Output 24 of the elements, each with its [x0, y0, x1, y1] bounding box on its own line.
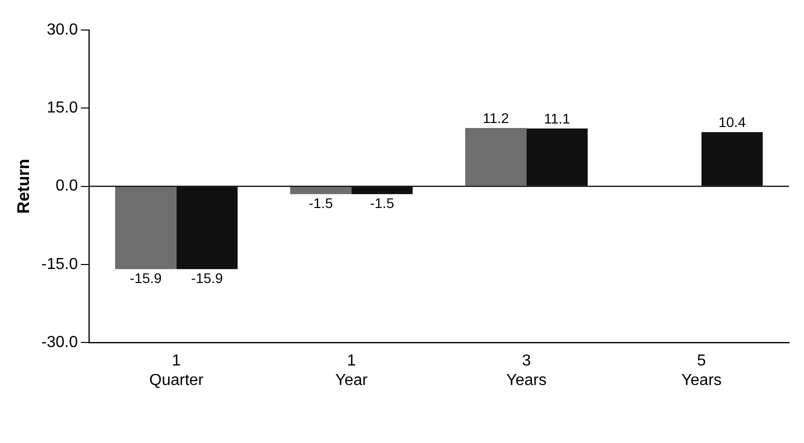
data-label: -1.5	[370, 194, 394, 211]
data-label: -15.9	[130, 270, 162, 286]
y-axis-title: Return	[14, 158, 33, 214]
y-tick-label: 15.0	[46, 100, 78, 117]
y-tick-label: 0.0	[56, 178, 78, 195]
data-label: -15.9	[191, 270, 224, 286]
data-label: 11.2	[482, 110, 510, 126]
data-label: 11.1	[544, 110, 570, 126]
bar	[176, 186, 238, 270]
x-tick-label: 1 Year	[335, 352, 368, 389]
data-label: -1.5	[308, 194, 334, 211]
bar	[526, 128, 588, 186]
x-tick-label: 3 Years	[506, 352, 547, 389]
x-tick-label: 5 Years	[681, 352, 722, 389]
bar	[701, 132, 763, 186]
bar	[115, 186, 176, 270]
bar	[465, 128, 526, 186]
x-tick-label: 1 Quarter	[149, 352, 204, 389]
y-tick-label: 30.0	[46, 21, 78, 38]
bar	[290, 186, 352, 194]
bar	[351, 186, 413, 194]
y-tick-label: -30.0	[41, 334, 78, 352]
data-label: 10.4	[718, 114, 746, 130]
y-tick-label: -15.0	[41, 256, 78, 273]
